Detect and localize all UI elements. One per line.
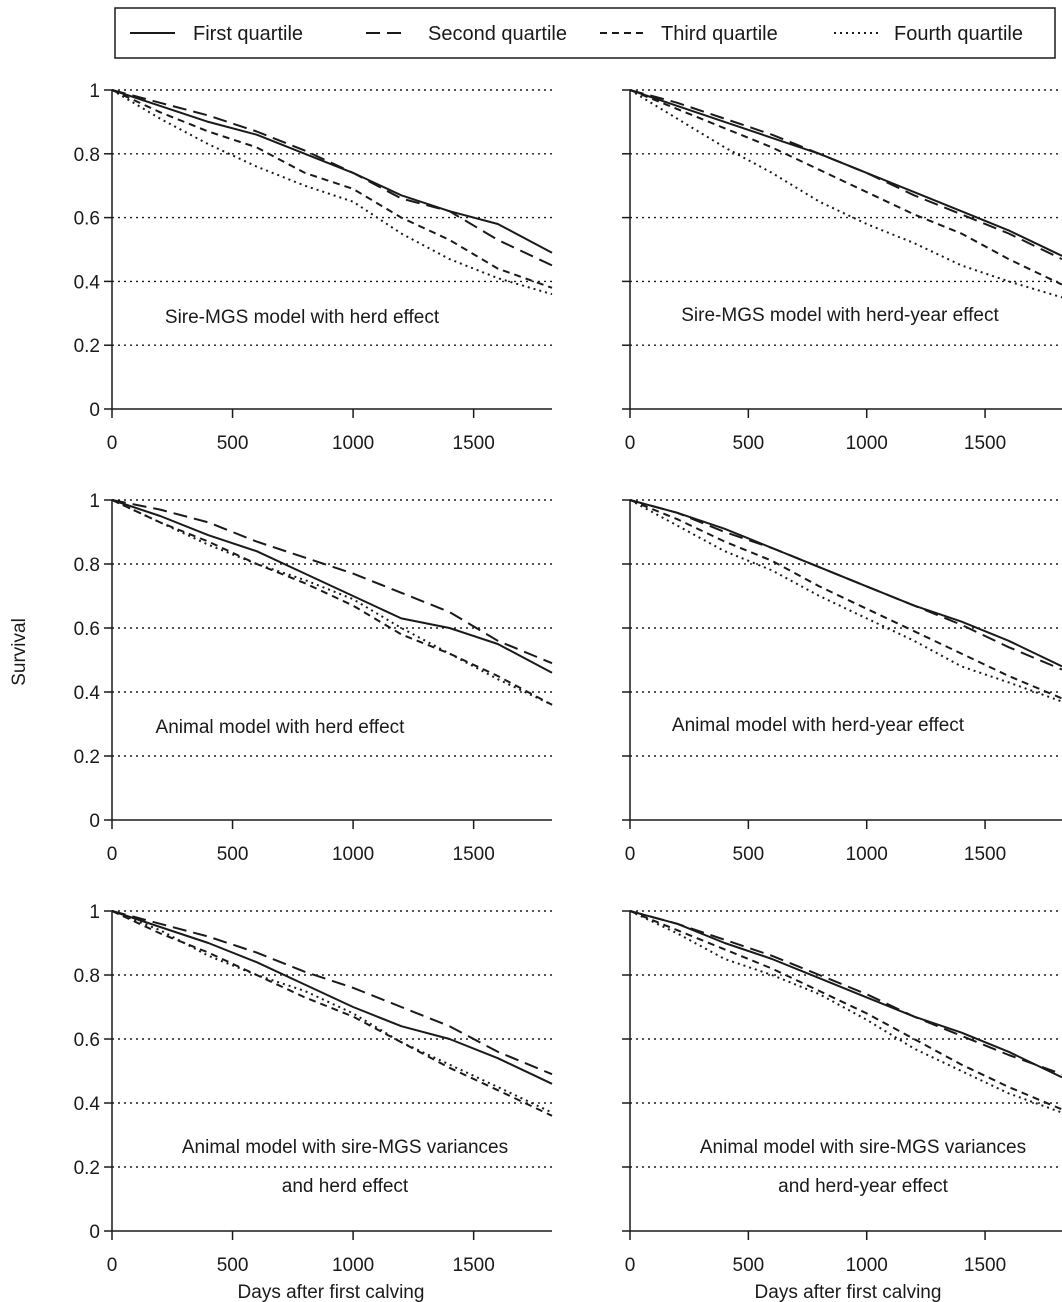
y-tick-label: 0.2 bbox=[74, 336, 100, 357]
x-tick-label: 500 bbox=[733, 1255, 765, 1276]
y-tick-label: 0 bbox=[89, 1222, 100, 1243]
series-line-4 bbox=[111, 499, 553, 706]
series-line-4 bbox=[629, 89, 1062, 299]
legend-entry: First quartile bbox=[130, 23, 303, 45]
panel-annotation: Animal model with herd effect bbox=[156, 717, 406, 738]
panel-annotation: and herd effect bbox=[282, 1176, 409, 1197]
series-line-2 bbox=[111, 89, 553, 267]
x-tick-label: 0 bbox=[107, 1255, 118, 1276]
series-line-4 bbox=[111, 910, 553, 1114]
x-tick-label: 1500 bbox=[964, 1255, 1006, 1276]
series-line-2 bbox=[629, 910, 1062, 1076]
series-line-3 bbox=[629, 910, 1062, 1111]
y-tick-label: 1 bbox=[89, 902, 100, 923]
series-line-1 bbox=[111, 910, 553, 1085]
series-line-3 bbox=[111, 89, 553, 289]
legend-entry: Second quartile bbox=[366, 23, 567, 45]
x-tick-label: 500 bbox=[733, 433, 765, 454]
x-tick-label: 0 bbox=[625, 844, 636, 865]
x-tick-label: 0 bbox=[625, 1255, 636, 1276]
panel-annotation: and herd-year effect bbox=[778, 1176, 948, 1197]
legend-label: Fourth quartile bbox=[894, 23, 1023, 45]
y-tick-label: 0.8 bbox=[74, 966, 100, 987]
y-tick-label: 1 bbox=[89, 81, 100, 102]
y-tick-label: 0.8 bbox=[74, 555, 100, 576]
series-line-3 bbox=[629, 499, 1062, 700]
x-tick-label: 500 bbox=[217, 433, 249, 454]
x-tick-label: 0 bbox=[625, 433, 636, 454]
y-tick-label: 0.6 bbox=[74, 209, 100, 230]
series-line-1 bbox=[629, 89, 1062, 257]
y-tick-label: 0.4 bbox=[74, 1094, 101, 1115]
series-line-2 bbox=[629, 499, 1062, 671]
panel-bottom-right: 0 500 1000 1500 Animal model with sire-MGS v… bbox=[622, 910, 1062, 1302]
panel-annotation: Sire-MGS model with herd effect bbox=[165, 307, 440, 328]
legend-label: First quartile bbox=[193, 23, 303, 45]
panel-middle-left: 0 0.2 0.4 0.6 0.8 1 0 500 1000 1500 Animal model w… bbox=[74, 491, 553, 865]
series-line-4 bbox=[111, 89, 553, 296]
series-line-2 bbox=[629, 89, 1062, 261]
series-line-3 bbox=[111, 499, 553, 706]
y-tick-label: 0.6 bbox=[74, 619, 100, 640]
panel-top-right: 0 500 1000 1500 Sire-MGS model with herd-yea… bbox=[622, 89, 1062, 454]
series-line-1 bbox=[111, 89, 553, 254]
y-tick-label: 0 bbox=[89, 400, 100, 421]
series-line-3 bbox=[629, 89, 1062, 286]
y-tick-label: 0.2 bbox=[74, 1158, 100, 1179]
series-line-1 bbox=[111, 499, 553, 674]
x-tick-label: 1000 bbox=[846, 1255, 888, 1276]
y-tick-label: 0.4 bbox=[74, 272, 101, 293]
legend-entry: Third quartile bbox=[600, 23, 778, 45]
y-tick-label: 0.8 bbox=[74, 145, 100, 166]
panel-annotation: Animal model with herd-year effect bbox=[672, 715, 965, 736]
x-tick-label: 0 bbox=[107, 433, 118, 454]
y-tick-label: 0.2 bbox=[74, 747, 100, 768]
series-line-2 bbox=[111, 499, 553, 665]
legend-box bbox=[114, 7, 1056, 59]
x-tick-label: 500 bbox=[217, 844, 249, 865]
legend-label: Second quartile bbox=[428, 23, 567, 45]
x-tick-label: 0 bbox=[107, 844, 118, 865]
x-tick-label: 1500 bbox=[453, 433, 495, 454]
x-tick-label: 1500 bbox=[453, 844, 495, 865]
y-tick-label: 0 bbox=[89, 811, 100, 832]
series-line-3 bbox=[111, 910, 553, 1117]
y-tick-label: 1 bbox=[89, 491, 100, 512]
x-tick-label: 500 bbox=[217, 1255, 249, 1276]
x-tick-label: 1000 bbox=[332, 844, 374, 865]
series-line-1 bbox=[629, 499, 1062, 668]
x-tick-label: 1000 bbox=[332, 433, 374, 454]
panel-bottom-left: 0 0.2 0.4 0.6 0.8 1 0 500 1000 1500 Animal model w… bbox=[74, 902, 553, 1302]
x-tick-label: 1500 bbox=[453, 1255, 495, 1276]
panel-middle-right: 0 500 1000 1500 Animal model with herd-year … bbox=[622, 499, 1062, 865]
y-tick-label: 0.4 bbox=[74, 683, 101, 704]
series-line-4 bbox=[629, 499, 1062, 703]
x-tick-label: 1000 bbox=[846, 844, 888, 865]
x-tick-label: 1000 bbox=[332, 1255, 374, 1276]
x-tick-label: 1500 bbox=[964, 844, 1006, 865]
panel-annotation: Animal model with sire-MGS variances bbox=[700, 1137, 1026, 1158]
legend-entry: Fourth quartile bbox=[834, 23, 1023, 45]
x-tick-label: 1500 bbox=[964, 433, 1006, 454]
y-tick-label: 0.6 bbox=[74, 1030, 100, 1051]
x-axis-label: Days after first calving bbox=[755, 1282, 942, 1302]
y-axis-label: Survival bbox=[9, 618, 30, 686]
x-tick-label: 1000 bbox=[846, 433, 888, 454]
panel-annotation: Sire-MGS model with herd-year effect bbox=[681, 305, 999, 326]
x-tick-label: 500 bbox=[733, 844, 765, 865]
panel-top-left: 0 0.2 0.4 0.6 0.8 1 0 500 1000 1500 Sire-MGS model… bbox=[74, 81, 553, 454]
series-line-4 bbox=[629, 910, 1062, 1114]
legend: First quartile Second quartile Third quart… bbox=[114, 7, 1056, 59]
series-line-1 bbox=[629, 910, 1062, 1079]
x-axis-label: Days after first calving bbox=[238, 1282, 425, 1302]
legend-label: Third quartile bbox=[661, 23, 778, 45]
panel-annotation: Animal model with sire-MGS variances bbox=[182, 1137, 508, 1158]
series-line-2 bbox=[111, 910, 553, 1076]
